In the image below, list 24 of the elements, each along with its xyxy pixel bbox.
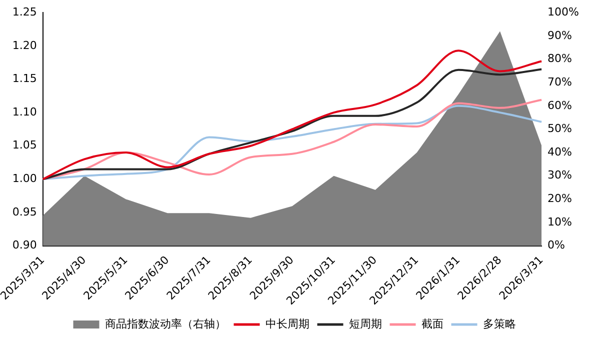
y2-tick-label: 20% xyxy=(548,192,572,206)
y2-tick-label: 100% xyxy=(548,5,580,18)
y-tick-label: 1.05 xyxy=(12,138,37,152)
y-tick-label: 1.00 xyxy=(12,172,37,186)
y2-tick-label: 30% xyxy=(548,168,572,182)
legend-label: 多策略 xyxy=(482,317,516,330)
legend-label: 中长周期 xyxy=(265,317,310,330)
y-tick-label: 1.20 xyxy=(12,38,37,52)
y2-tick-label: 90% xyxy=(548,28,572,42)
y2-tick-label: 0% xyxy=(548,238,566,252)
y2-tick-label: 50% xyxy=(548,122,572,136)
y-tick-label: 1.25 xyxy=(12,5,37,18)
y2-tick-label: 40% xyxy=(548,145,572,158)
y2-tick-label: 70% xyxy=(548,75,572,88)
y2-tick-label: 10% xyxy=(548,215,572,228)
y-tick-label: 1.10 xyxy=(12,105,37,118)
legend-label: 截面 xyxy=(421,317,444,330)
legend-label: 短周期 xyxy=(348,317,382,330)
y-tick-label: 1.15 xyxy=(12,72,37,86)
y-tick-label: 0.95 xyxy=(12,205,37,218)
y2-tick-label: 60% xyxy=(548,98,572,112)
y-tick-label: 0.90 xyxy=(12,238,37,252)
legend-label: 商品指数波动率（右轴） xyxy=(104,317,226,330)
y2-tick-label: 80% xyxy=(548,52,572,66)
